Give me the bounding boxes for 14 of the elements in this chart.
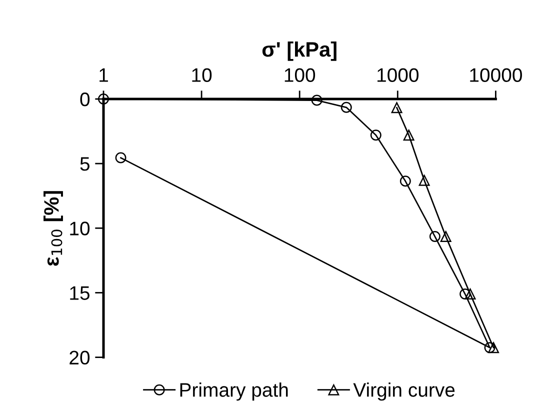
x-tick-label: 10000 (470, 68, 522, 82)
x-tick-label: 100 (284, 68, 316, 82)
legend-label: Primary path (180, 382, 288, 401)
x-tick-label: 1 (100, 68, 108, 82)
x-axis-title: σ' [kPa] (262, 41, 336, 61)
y-tick-label: 20 (70, 350, 90, 365)
legend-label: Virgin curve (353, 382, 455, 401)
x-tick-label: 1000 (378, 68, 419, 82)
y-tick-label: 10 (70, 222, 90, 236)
y-tick-label: 0 (80, 92, 90, 106)
x-tick-label: 10 (192, 68, 212, 82)
y-tick-label: 15 (70, 286, 90, 300)
y-tick-label: 5 (80, 157, 90, 171)
y-axis-title: ε$_{100}$ [%] (44, 191, 63, 266)
